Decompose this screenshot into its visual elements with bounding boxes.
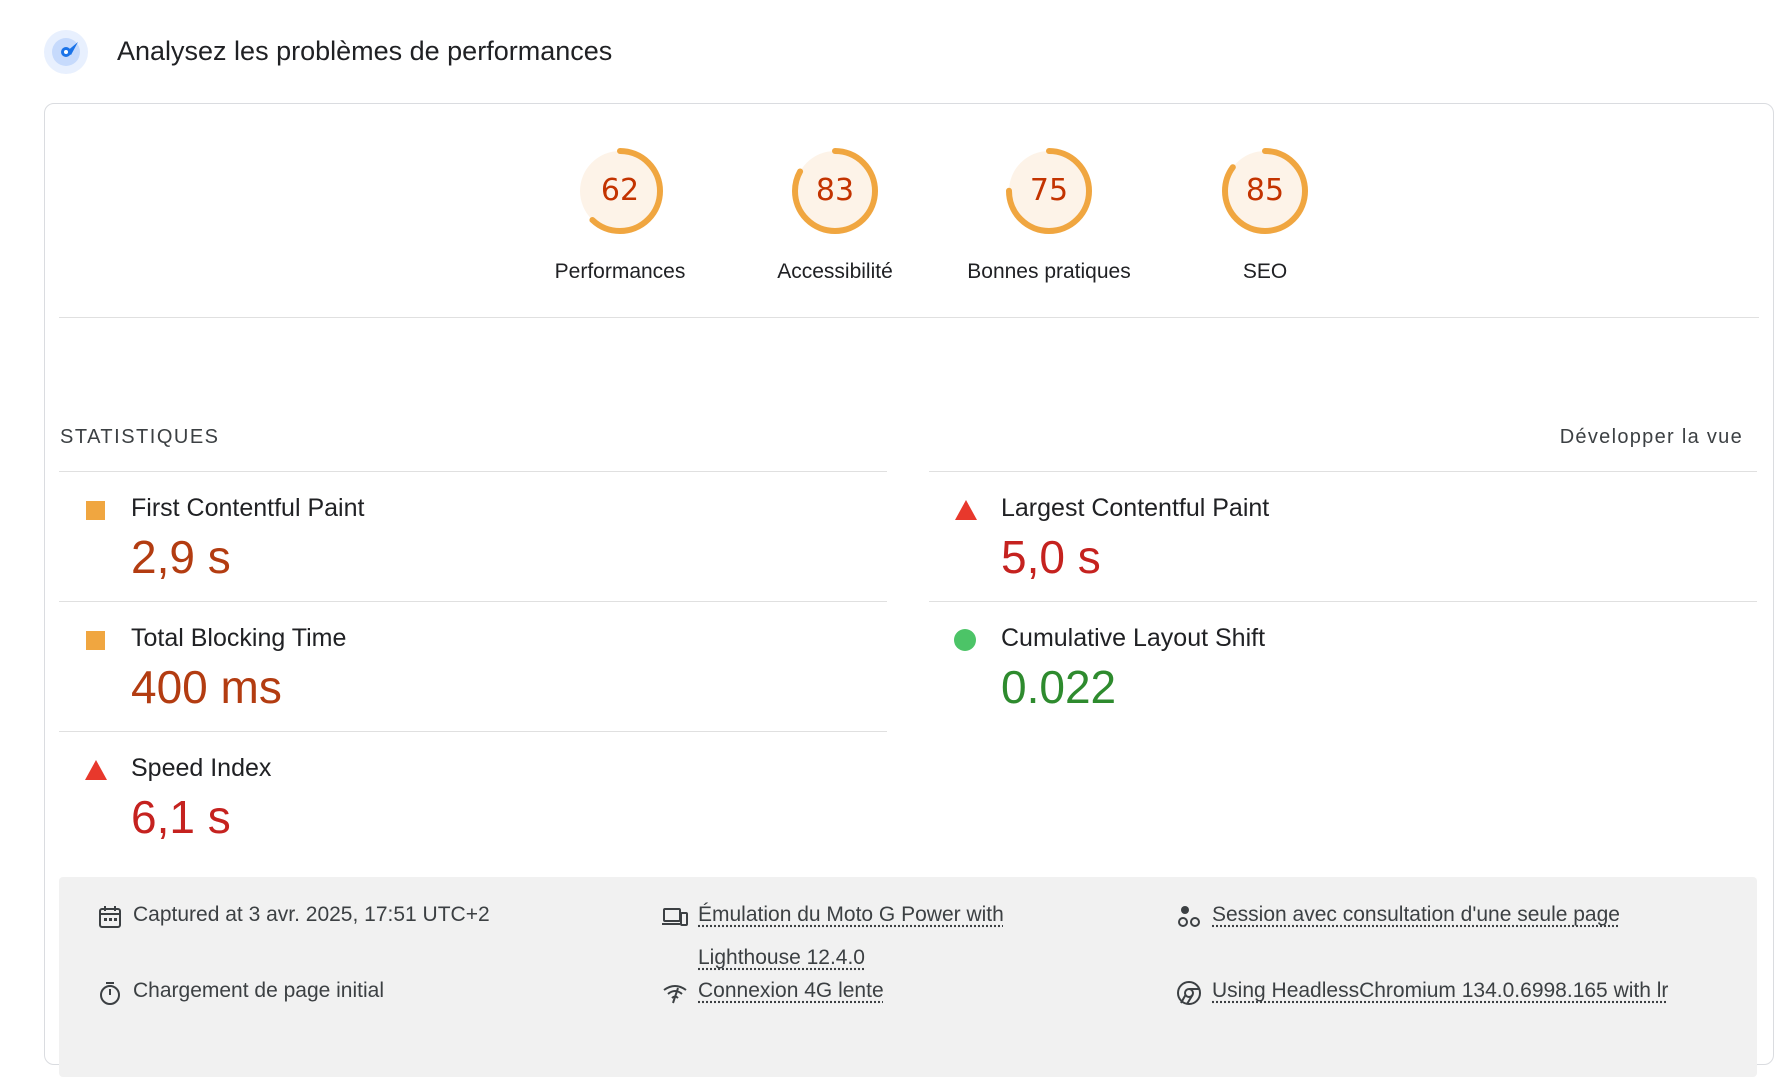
load-info: Chargement de page initial [97, 978, 384, 1006]
report-card: 62 Performances 83 Accessibilité 75 Bonn… [44, 103, 1774, 1065]
emulation-link[interactable]: Émulation du Moto G Power with Lighthous… [698, 893, 1102, 979]
gauge-score: 83 [790, 146, 880, 236]
network-link[interactable]: Connexion 4G lente [698, 969, 884, 1012]
chrome-icon [1176, 980, 1202, 1006]
metric-name: Speed Index [131, 754, 271, 783]
session-icon [1176, 904, 1202, 930]
average-square-icon [86, 501, 105, 520]
gauge-score: 75 [1004, 146, 1094, 236]
browser-info: Using HeadlessChromium 134.0.6998.165 wi… [1176, 978, 1668, 1012]
stats-heading: STATISTIQUES [60, 426, 220, 449]
header [44, 30, 88, 74]
gauge-seo[interactable]: 85 SEO [1165, 146, 1365, 284]
gauge-score: 62 [575, 146, 665, 236]
poor-triangle-icon [85, 760, 105, 780]
lighthouse-icon [44, 30, 88, 74]
gauge-ring: 75 [1004, 146, 1094, 236]
score-gauges: 62 Performances 83 Accessibilité 75 Bonn… [45, 104, 1773, 318]
expand-view-button[interactable]: Développer la vue [1560, 426, 1743, 449]
signal-icon [662, 980, 688, 1006]
metric-speed-index: Speed Index 6,1 s [59, 731, 887, 862]
gauge-bonnes-pratiques[interactable]: 75 Bonnes pratiques [949, 146, 1149, 284]
gauge-ring: 62 [575, 146, 665, 236]
calendar-icon [97, 904, 123, 930]
gauge-score: 85 [1220, 146, 1310, 236]
metric-value: 400 ms [131, 660, 282, 714]
gauge-label: SEO [1165, 260, 1365, 284]
metric-value: 0.022 [1001, 660, 1116, 714]
session-link[interactable]: Session avec consultation d'une seule pa… [1212, 893, 1620, 936]
page-title: Analysez les problèmes de performances [117, 36, 612, 67]
metric-cls: Cumulative Layout Shift 0.022 [929, 601, 1757, 732]
divider [59, 317, 1759, 318]
metric-name: Largest Contentful Paint [1001, 494, 1269, 523]
gauge-performances[interactable]: 62 Performances [520, 146, 720, 284]
network-info: Connexion 4G lente [662, 978, 884, 1012]
metric-name: Cumulative Layout Shift [1001, 624, 1265, 653]
average-square-icon [86, 631, 105, 650]
metric-lcp: Largest Contentful Paint 5,0 s [929, 471, 1757, 602]
runtime-settings-panel: Captured at 3 avr. 2025, 17:51 UTC+2 Ému… [59, 877, 1757, 1077]
poor-triangle-icon [955, 500, 975, 520]
timer-icon [97, 980, 123, 1006]
load-text: Chargement de page initial [133, 978, 384, 1004]
good-circle-icon [954, 629, 976, 651]
emulation-info: Émulation du Moto G Power with Lighthous… [662, 902, 1102, 979]
metric-name: Total Blocking Time [131, 624, 346, 653]
metric-value: 5,0 s [1001, 530, 1101, 584]
gauge-ring: 83 [790, 146, 880, 236]
metric-fcp: First Contentful Paint 2,9 s [59, 471, 887, 602]
devices-icon [662, 904, 688, 930]
gauge-label: Bonnes pratiques [949, 260, 1149, 284]
session-info: Session avec consultation d'une seule pa… [1176, 902, 1620, 936]
metric-name: First Contentful Paint [131, 494, 364, 523]
captured-text: Captured at 3 avr. 2025, 17:51 UTC+2 [133, 902, 490, 928]
metric-value: 6,1 s [131, 790, 231, 844]
metric-tbt: Total Blocking Time 400 ms [59, 601, 887, 732]
gauge-label: Performances [520, 260, 720, 284]
captured-info: Captured at 3 avr. 2025, 17:51 UTC+2 [97, 902, 490, 930]
browser-link[interactable]: Using HeadlessChromium 134.0.6998.165 wi… [1212, 969, 1668, 1012]
gauge-label: Accessibilité [735, 260, 935, 284]
gauge-accessibilite[interactable]: 83 Accessibilité [735, 146, 935, 284]
gauge-ring: 85 [1220, 146, 1310, 236]
metric-value: 2,9 s [131, 530, 231, 584]
